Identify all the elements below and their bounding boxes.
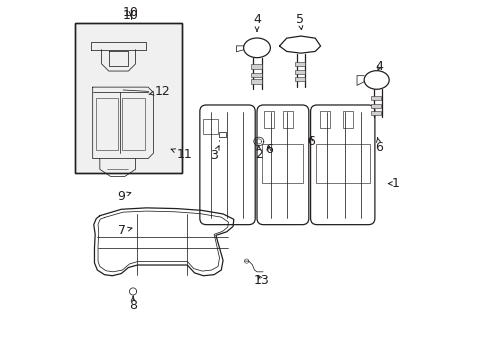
Bar	[294, 62, 304, 66]
Bar	[315, 144, 369, 183]
Bar	[370, 96, 380, 100]
Text: 12: 12	[149, 85, 170, 98]
Text: 6: 6	[306, 135, 314, 148]
Text: 1: 1	[387, 177, 399, 190]
Text: 7: 7	[118, 224, 132, 237]
Bar	[342, 111, 353, 128]
Text: 8: 8	[129, 296, 137, 312]
Bar	[95, 98, 118, 150]
Bar	[370, 104, 380, 108]
Text: 10: 10	[122, 9, 139, 22]
Bar	[75, 23, 182, 173]
Bar	[203, 119, 217, 134]
Ellipse shape	[364, 71, 388, 89]
Text: 3: 3	[210, 146, 219, 162]
Bar	[219, 132, 225, 138]
Bar	[250, 79, 261, 84]
Text: 6: 6	[375, 138, 383, 154]
Bar	[294, 77, 304, 81]
Text: 4: 4	[253, 13, 261, 31]
Bar	[122, 98, 144, 150]
Bar	[250, 73, 261, 77]
Text: 4: 4	[375, 60, 383, 73]
Text: 13: 13	[253, 274, 269, 287]
Text: 10: 10	[122, 6, 139, 19]
Bar	[370, 111, 380, 115]
Bar	[250, 64, 261, 68]
Bar	[264, 111, 274, 128]
Bar	[294, 70, 304, 74]
Bar	[319, 111, 329, 128]
Bar	[282, 111, 292, 128]
Text: 6: 6	[264, 143, 272, 156]
Bar	[262, 144, 303, 183]
Text: 11: 11	[171, 148, 192, 161]
Text: 5: 5	[295, 13, 303, 30]
Text: 2: 2	[254, 145, 262, 162]
Bar	[75, 23, 182, 173]
Text: 9: 9	[117, 190, 131, 203]
Ellipse shape	[243, 38, 270, 58]
